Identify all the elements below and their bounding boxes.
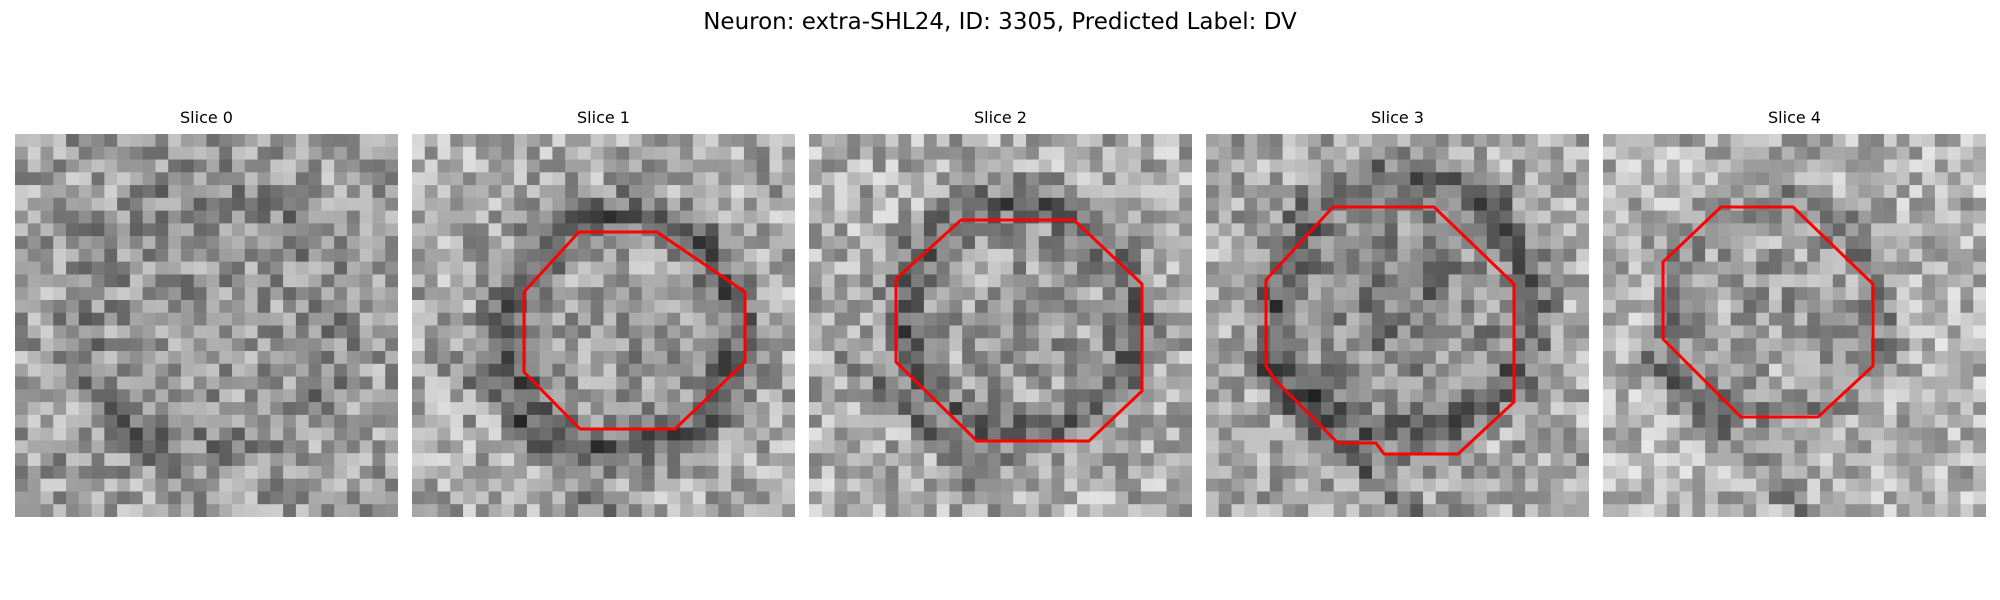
slice-title-2: Slice 2 <box>974 108 1027 127</box>
cell-contour-3 <box>1264 205 1516 456</box>
slice-image-2 <box>809 134 1192 517</box>
slice-svg-0 <box>15 134 398 517</box>
figure-title: Neuron: extra-SHL24, ID: 3305, Predicted… <box>703 9 1297 35</box>
cell-contour-1 <box>522 230 747 431</box>
slice-image-4 <box>1603 134 1986 517</box>
slice-title-0: Slice 0 <box>180 108 233 127</box>
slice-svg-4 <box>1603 134 1986 517</box>
cell-contour-4 <box>1661 205 1875 419</box>
slice-svg-3 <box>1206 134 1589 517</box>
slice-title-3: Slice 3 <box>1371 108 1424 127</box>
slice-title-4: Slice 4 <box>1768 108 1821 127</box>
slice-image-0 <box>15 134 398 517</box>
slice-svg-1 <box>412 134 795 517</box>
slice-image-1 <box>412 134 795 517</box>
cell-contour-2 <box>894 218 1144 443</box>
slice-image-3 <box>1206 134 1589 517</box>
slice-title-1: Slice 1 <box>577 108 630 127</box>
slice-svg-2 <box>809 134 1192 517</box>
